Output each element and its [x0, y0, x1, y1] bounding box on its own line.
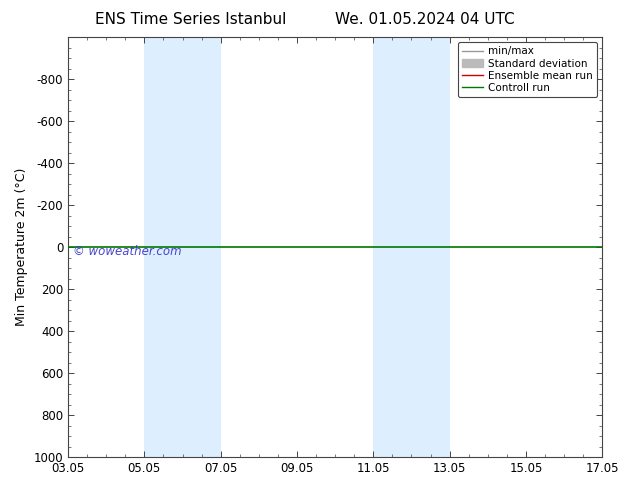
Legend: min/max, Standard deviation, Ensemble mean run, Controll run: min/max, Standard deviation, Ensemble me… — [458, 42, 597, 97]
Bar — [373, 37, 450, 457]
Text: © woweather.com: © woweather.com — [74, 245, 182, 258]
Text: We. 01.05.2024 04 UTC: We. 01.05.2024 04 UTC — [335, 12, 515, 27]
Text: ENS Time Series Istanbul: ENS Time Series Istanbul — [94, 12, 286, 27]
Y-axis label: Min Temperature 2m (°C): Min Temperature 2m (°C) — [15, 168, 28, 326]
Bar — [145, 37, 221, 457]
